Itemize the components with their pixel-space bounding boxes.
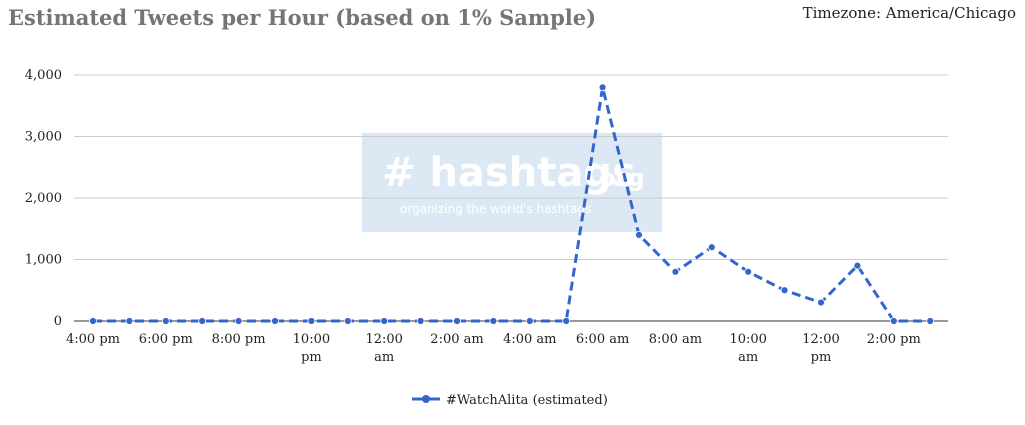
data-point [744, 267, 753, 276]
watermark-background [362, 133, 662, 232]
data-point [780, 286, 789, 295]
y-tick-label: 4,000 [25, 68, 62, 83]
x-tick-label: 8:00 am [649, 332, 702, 347]
x-tick-label: 6:00 pm [139, 332, 193, 347]
legend-point-marker [422, 395, 430, 403]
x-tick-label: 2:00 pm [867, 332, 921, 347]
x-tick-label: 4:00 am [503, 332, 556, 347]
timezone-label: Timezone: America/Chicago [802, 4, 1016, 22]
y-tick-label: 3,000 [25, 130, 62, 145]
page-title: Estimated Tweets per Hour (based on 1% S… [8, 5, 597, 30]
watermark-tagline: organizing the world's hashtags [400, 202, 591, 216]
data-point [271, 317, 279, 325]
data-point [307, 317, 316, 325]
y-tick-label: 2,000 [25, 191, 62, 206]
data-point [707, 243, 716, 252]
data-point [562, 317, 571, 325]
x-tick-label: 8:00 pm [212, 332, 266, 347]
y-tick-label: 0 [54, 314, 62, 329]
data-point [853, 261, 862, 270]
data-point [525, 317, 534, 325]
data-point [817, 298, 825, 307]
data-point [671, 267, 680, 276]
data-point [234, 317, 243, 325]
x-tick-label: 2:00 am [430, 332, 483, 347]
hashtags-watermark: # hashtags .org organizing the world's h… [362, 133, 662, 232]
series-watchalita [89, 83, 935, 325]
y-tick-label: 1,000 [25, 253, 62, 268]
x-tick-label: 4:00 pm [66, 332, 120, 347]
x-tick-label: 6:00 am [576, 332, 629, 347]
data-point [889, 317, 898, 325]
legend-entry-watchalita: #WatchAlita (estimated) [446, 393, 608, 408]
x-tick-label: 12:00 pm [802, 332, 839, 365]
data-point [161, 317, 170, 325]
grid-lines [74, 74, 948, 260]
data-point [89, 317, 97, 325]
x-tick-label: 10:00 pm [293, 332, 330, 365]
watermark-brand-suffix: .org [590, 164, 645, 192]
x-tick-label: 10:00 am [729, 332, 766, 365]
x-tick-label: 12:00 am [365, 332, 402, 365]
data-point [198, 317, 207, 325]
data-point [416, 317, 425, 325]
data-point [489, 317, 498, 325]
x-axis-ticks: 4:00 pm 6:00 pm 8:00 pm 10:00 pm 12:00 am 2:00 … [66, 332, 921, 365]
data-point [380, 317, 389, 325]
data-point [343, 317, 352, 325]
data-point [635, 230, 643, 239]
y-axis-ticks: 0 1,000 2,000 3,000 4,000 [25, 68, 62, 329]
data-point [453, 317, 461, 325]
data-point [125, 317, 134, 325]
watermark-brand: # hashtags [382, 150, 636, 196]
data-point [926, 317, 935, 325]
data-point [598, 83, 607, 92]
legend: #WatchAlita (estimated) [412, 393, 608, 408]
